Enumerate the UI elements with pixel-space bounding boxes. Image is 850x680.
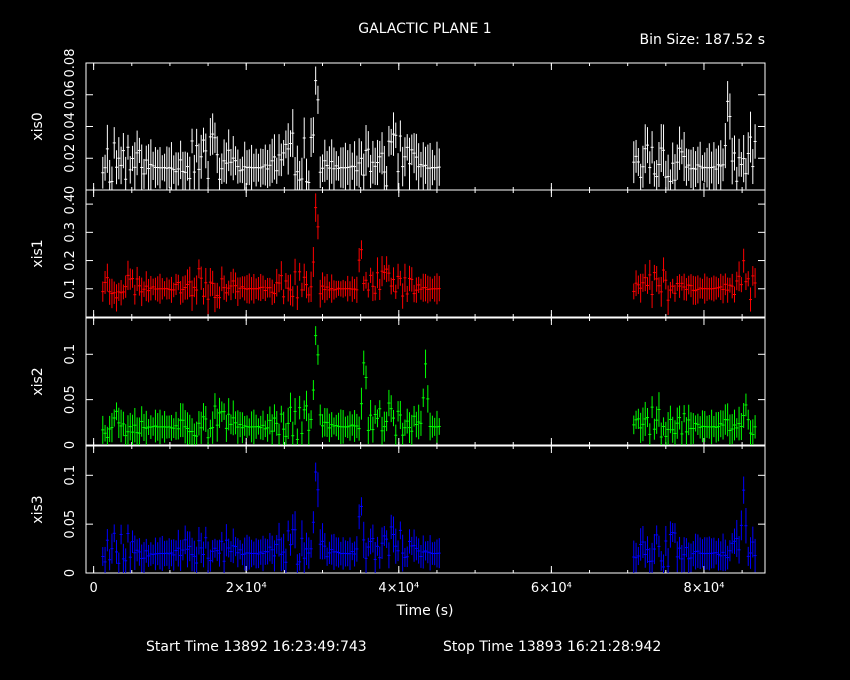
- xis0-ytick-label: 0.06: [63, 80, 78, 109]
- panel-xis2: 0 0.05 0.1 xis2: [30, 317, 766, 449]
- xis0-ytick-label: 0: [63, 186, 78, 194]
- xis3-ytick-label: 0.05: [63, 510, 78, 539]
- panel-xis3: 0 0.05 0.1 xis3: [30, 445, 766, 577]
- xis1-frame: [85, 189, 766, 318]
- xis1-ytick-label: 0.4: [63, 194, 78, 215]
- xis1-ytick-label: 0.1: [63, 278, 78, 299]
- chart-title: GALACTIC PLANE 1: [358, 21, 491, 37]
- xis0-ytick-label: 0.08: [63, 49, 78, 78]
- xis3-ytick-label: 0.1: [63, 465, 78, 486]
- xis1-ytick-label: 0.3: [63, 222, 78, 243]
- xis2-ytick-label: 0: [63, 441, 78, 449]
- xis1-y-label: xis1: [30, 239, 46, 267]
- xis0-ytick-label: 0.04: [63, 112, 78, 141]
- start-time-label: Start Time 13892 16:23:49:743: [146, 639, 367, 655]
- x-tick-label: 6×10⁴: [531, 581, 572, 596]
- xis3-y-label: xis3: [30, 495, 46, 523]
- panel-xis1: 0.1 0.2 0.3 0.4 xis1: [30, 189, 766, 318]
- panels-group: 00.020.040.060.08xis00.10.20.30.4xis100.…: [30, 49, 766, 596]
- xis3-frame: [85, 445, 766, 574]
- xis0-ytick-label: 0.02: [63, 144, 78, 173]
- x-tick-label: 2×10⁴: [226, 581, 267, 596]
- x-tick-label: 0: [89, 581, 97, 596]
- xis1-ytick-label: 0.2: [63, 250, 78, 271]
- xis2-frame: [85, 317, 766, 446]
- x-axis-label: Time (s): [396, 603, 454, 619]
- xis2-ytick-label: 0.1: [63, 344, 78, 365]
- x-tick-label: 4×10⁴: [378, 581, 419, 596]
- panel-xis0: 0 0.02 0.04 0.06 0.08 xis0: [30, 49, 766, 194]
- xis0-y-label: xis0: [30, 112, 46, 140]
- xis2-y-label: xis2: [30, 367, 46, 395]
- bin-size-label: Bin Size: 187.52 s: [640, 32, 765, 48]
- xis3-ytick-label: 0: [63, 569, 78, 577]
- stop-time-label: Stop Time 13893 16:21:28:942: [443, 639, 661, 655]
- xis2-ytick-label: 0.05: [63, 385, 78, 414]
- x-tick-label: 8×10⁴: [684, 581, 725, 596]
